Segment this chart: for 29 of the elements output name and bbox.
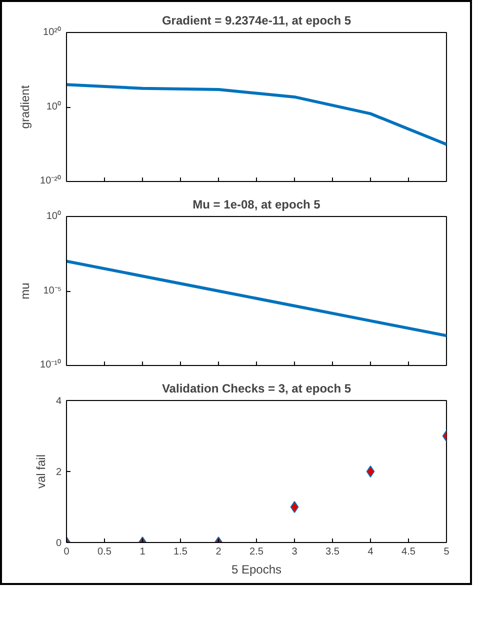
x-tick-label: 3.5 [326,546,340,558]
chart-title: Mu = 1e-08, at epoch 5 [192,198,321,212]
line-series [66,83,446,146]
y-tick-label: 10²⁰ [43,26,62,38]
x-tick-label: 4 [368,546,374,558]
x-tick-label: 3 [292,546,298,558]
x-tick-label: 2 [216,546,222,558]
x-tick-label: 4.5 [402,546,416,558]
x-tick-label: 1 [140,546,146,558]
y-axis-title: val fail [34,454,48,489]
y-tick-label: 10⁻¹⁰ [40,358,62,370]
y-tick-label: 10⁻⁵ [43,286,62,296]
y-tick-label: 10⁰ [46,100,62,112]
y-axis-title: mu [18,282,32,300]
y-tick-label: 10⁻²⁰ [40,174,62,186]
y-axis-title: gradient [18,84,32,129]
x-axis-title: 5 Epochs [231,562,282,576]
y-tick-label: 10⁰ [46,210,62,222]
chart-title: Validation Checks = 3, at epoch 5 [162,382,352,396]
y-tick-label: 0 [56,538,62,549]
y-tick-label: 4 [56,396,62,407]
x-tick-label: 0 [64,546,70,558]
x-tick-label: 2.5 [250,546,264,558]
x-tick-label: 1.5 [174,546,188,558]
x-tick-label: 5 [444,546,450,558]
chart-title: Gradient = 9.2374e-11, at epoch 5 [162,14,352,28]
y-tick-label: 2 [56,467,62,478]
line-series [66,260,446,338]
x-tick-label: 0.5 [98,546,112,558]
